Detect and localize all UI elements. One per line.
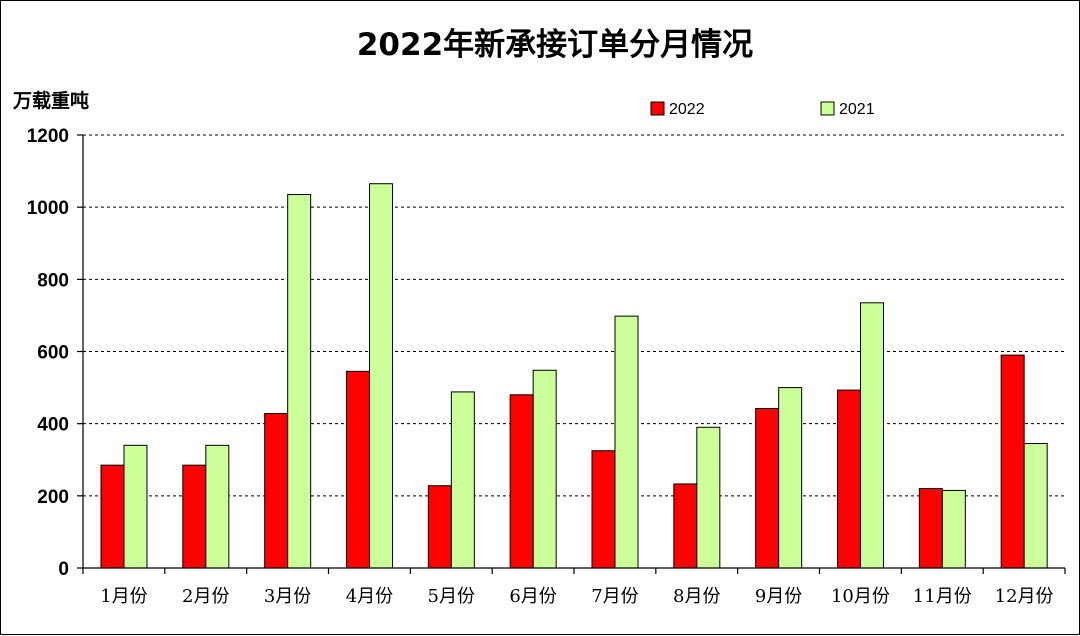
x-tick-label: 8月份 xyxy=(673,586,720,607)
legend-label: 2021 xyxy=(839,101,875,118)
bar-2021-6 xyxy=(532,369,557,569)
x-tick-label: 3月份 xyxy=(264,586,311,607)
x-tick-label: 1月份 xyxy=(100,586,147,607)
bar-2021-2 xyxy=(205,444,230,569)
y-tick-label: 800 xyxy=(37,270,69,291)
bar-2022-11 xyxy=(918,488,943,569)
legend: 2022 2021 xyxy=(650,101,875,118)
chart-title: 2022年新承接订单分月情况 xyxy=(357,27,753,63)
y-tick-label: 400 xyxy=(37,415,69,436)
bar-2022-6 xyxy=(509,394,534,569)
y-tick-labels: 0 200 400 600 800 1000 1200 xyxy=(27,126,69,580)
bar-2022-3 xyxy=(264,413,289,569)
bar-2021-4 xyxy=(369,183,393,569)
y-axis-unit-label: 万载重吨 xyxy=(12,89,89,112)
bar-2022-10 xyxy=(837,389,861,569)
bar-2021-10 xyxy=(860,302,884,569)
x-tick-label: 10月份 xyxy=(831,586,890,607)
x-tick-label: 7月份 xyxy=(591,586,638,607)
x-tick-label: 2月份 xyxy=(182,586,229,607)
legend-swatch-2021 xyxy=(820,101,835,116)
legend-label: 2022 xyxy=(669,101,705,118)
legend-swatch-2022 xyxy=(650,101,665,116)
y-tick-label: 200 xyxy=(37,487,69,508)
axes xyxy=(77,134,1066,574)
bar-2021-9 xyxy=(778,387,803,569)
bar-2021-5 xyxy=(450,391,475,569)
x-tick-label: 12月份 xyxy=(995,586,1054,607)
bar-2021-1 xyxy=(123,444,148,569)
bar-2022-12 xyxy=(1000,354,1025,569)
y-tick-label: 1200 xyxy=(27,126,69,147)
x-tick-labels: 1月份 2月份 3月份 4月份 5月份 6月份 7月份 8月份 9月份 10月份 11月份 12月份 xyxy=(100,586,1053,607)
bars xyxy=(100,183,1048,569)
bar-2022-7 xyxy=(591,450,616,569)
gridlines xyxy=(83,134,1065,497)
x-tick-label: 9月份 xyxy=(755,586,802,607)
y-tick-label: 0 xyxy=(58,559,69,580)
y-tick-label: 1000 xyxy=(27,198,69,219)
bar-2022-4 xyxy=(346,370,370,569)
y-tick-label: 600 xyxy=(37,343,69,364)
bar-2022-9 xyxy=(755,408,780,569)
x-tick-label: 6月份 xyxy=(509,586,556,607)
x-tick-label: 5月份 xyxy=(428,586,475,607)
bar-2021-8 xyxy=(696,426,721,569)
bar-2022-1 xyxy=(100,464,125,569)
bar-2022-2 xyxy=(182,464,207,569)
bar-2021-3 xyxy=(287,194,312,569)
bar-2021-12 xyxy=(1023,443,1048,569)
bar-2022-5 xyxy=(427,485,452,569)
bar-2022-8 xyxy=(673,483,698,569)
bar-2021-7 xyxy=(614,315,639,569)
x-tick-label: 11月份 xyxy=(913,586,972,607)
bar-2021-11 xyxy=(941,489,966,569)
x-tick-label: 4月份 xyxy=(346,586,393,607)
